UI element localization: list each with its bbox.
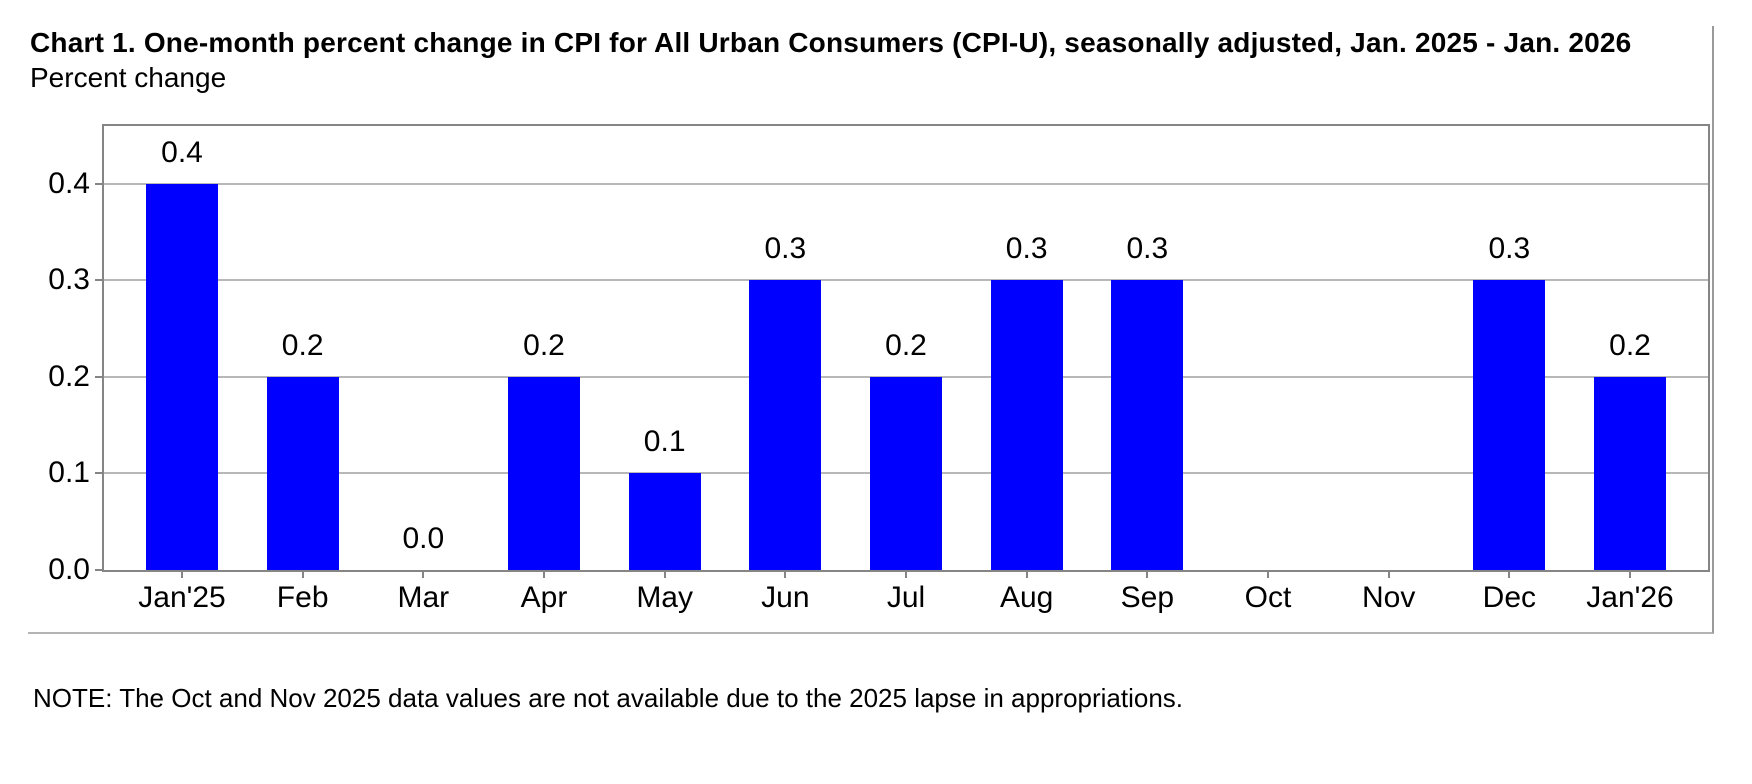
chart-title: Chart 1. One-month percent change in CPI… bbox=[30, 27, 1632, 58]
x-tick-label: Dec bbox=[1482, 581, 1537, 614]
plot-region: 0.0 0.1 0.2 0.3 0.4 0.4 0.2 0.0 0.2 0.1 0.3 0.2 0.3… bbox=[28, 124, 1710, 624]
bar-jul bbox=[870, 376, 942, 570]
bar-value-label: 0.2 bbox=[281, 328, 324, 362]
bar-feb bbox=[266, 376, 339, 570]
bar-value-label: 0.1 bbox=[643, 425, 686, 459]
gridline bbox=[104, 279, 1708, 282]
x-tick-label: Jan'25 bbox=[138, 581, 226, 614]
x-tick-mark bbox=[1146, 572, 1149, 578]
x-tick-label: Oct bbox=[1244, 581, 1292, 614]
y-tick-label: 0.2 bbox=[48, 359, 90, 393]
bar-jan26 bbox=[1594, 376, 1666, 570]
x-tick-mark bbox=[181, 572, 183, 578]
x-tick-mark bbox=[784, 572, 787, 578]
x-tick-label: Apr bbox=[520, 581, 568, 614]
x-tick-label: Aug bbox=[999, 581, 1054, 614]
bar-value-label: 0.2 bbox=[885, 328, 927, 362]
bar-value-label: 0.3 bbox=[1005, 232, 1048, 266]
chart-container: Chart 1. One-month percent change in CPI… bbox=[28, 26, 1714, 634]
x-tick-mark bbox=[422, 572, 425, 578]
y-tick-mark bbox=[95, 569, 102, 571]
x-tick-label: Sep bbox=[1120, 581, 1175, 614]
bar-dec bbox=[1473, 280, 1546, 570]
y-tick-label: 0.4 bbox=[48, 166, 90, 200]
bar-sep bbox=[1111, 280, 1184, 570]
x-tick-mark bbox=[1025, 572, 1028, 578]
x-tick-mark bbox=[1508, 572, 1511, 578]
bar-value-label: 0.3 bbox=[1488, 232, 1531, 266]
x-tick-mark bbox=[1629, 572, 1631, 578]
gridline bbox=[104, 375, 1708, 378]
x-tick-label: Nov bbox=[1361, 581, 1416, 614]
plot-area: 0.4 0.2 0.0 0.2 0.1 0.3 0.2 0.3 0.3 0.3 0.2 bbox=[102, 124, 1710, 572]
x-tick-label: Feb bbox=[276, 581, 329, 614]
y-tick-mark bbox=[95, 279, 102, 282]
y-tick-label: 0.1 bbox=[48, 456, 90, 490]
x-tick-label: May bbox=[636, 581, 693, 614]
y-tick-mark bbox=[95, 472, 102, 475]
bar-value-label: 0.3 bbox=[1126, 232, 1169, 266]
x-tick-mark bbox=[663, 572, 666, 578]
chart-note: NOTE: The Oct and Nov 2025 data values a… bbox=[33, 683, 1184, 713]
bar-value-label: 0.4 bbox=[161, 135, 203, 169]
bar-apr bbox=[508, 376, 580, 570]
x-tick-mark bbox=[1387, 572, 1390, 578]
x-tick-label: Jan'26 bbox=[1586, 581, 1674, 614]
bar-jan25 bbox=[146, 183, 218, 570]
bar-may bbox=[628, 473, 701, 570]
x-tick-mark bbox=[543, 572, 545, 578]
y-tick-label: 0.3 bbox=[48, 263, 90, 297]
y-axis-unit-label: Percent change bbox=[30, 62, 227, 93]
x-tick-label: Jul bbox=[886, 581, 926, 614]
x-tick-label: Jun bbox=[761, 581, 810, 614]
y-tick-mark bbox=[95, 182, 102, 185]
bar-value-label: 0.2 bbox=[523, 328, 565, 362]
y-axis-tick-labels: 0.0 0.1 0.2 0.3 0.4 bbox=[28, 124, 90, 584]
y-tick-label: 0.0 bbox=[48, 553, 90, 586]
bar-value-label: 0.3 bbox=[764, 232, 807, 266]
x-tick-mark bbox=[905, 572, 907, 578]
x-tick-mark bbox=[301, 572, 304, 578]
bar-value-label: 0.2 bbox=[1609, 328, 1651, 362]
x-tick-label: Mar bbox=[397, 581, 450, 614]
x-tick-mark bbox=[1267, 572, 1269, 578]
gridline bbox=[104, 182, 1708, 185]
y-tick-mark bbox=[95, 375, 102, 378]
bar-jun bbox=[749, 280, 822, 570]
bar-aug bbox=[990, 280, 1063, 570]
bar-value-label: 0.0 bbox=[402, 522, 445, 555]
